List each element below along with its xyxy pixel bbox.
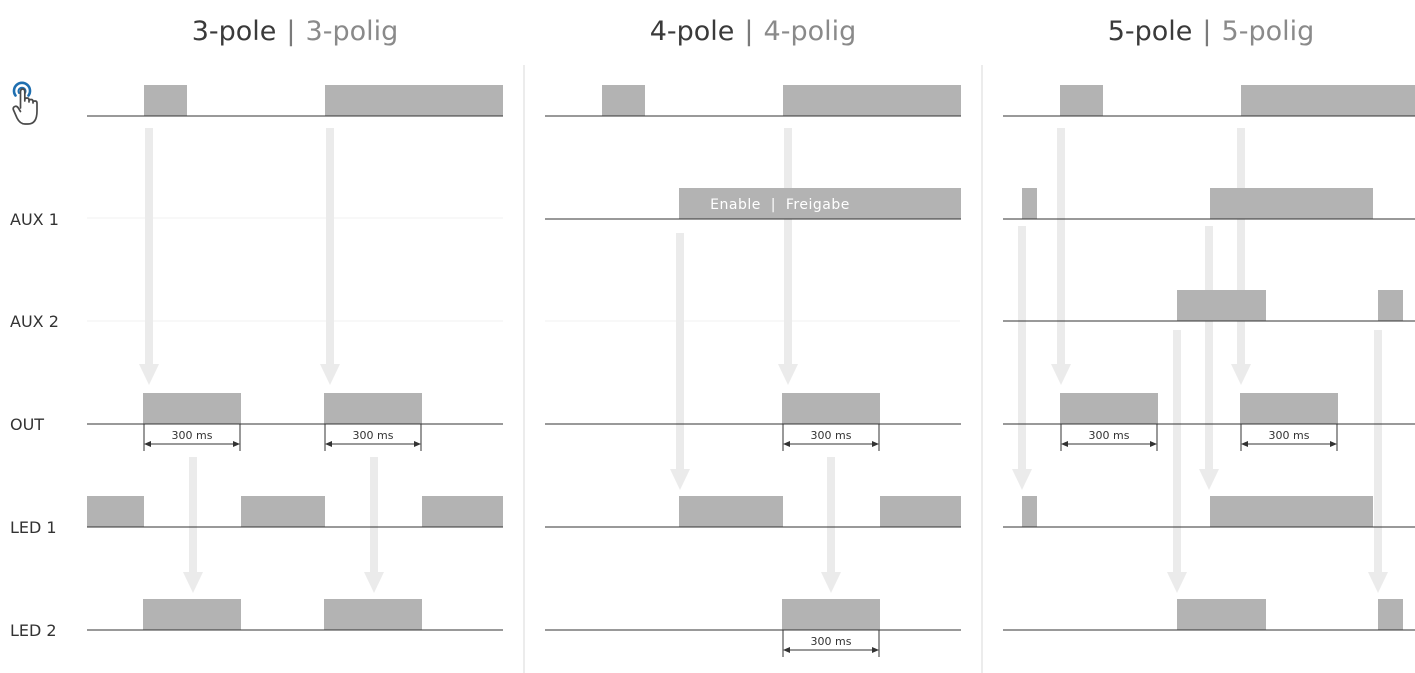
pulse	[1378, 599, 1403, 630]
duration-marker	[1060, 424, 1158, 451]
arrow	[1167, 330, 1187, 593]
pulse	[1241, 85, 1415, 116]
duration-label: 300 ms	[172, 429, 213, 442]
pulse	[1210, 188, 1373, 219]
duration-marker	[782, 424, 880, 451]
arrow	[778, 128, 798, 385]
duration-label: 300 ms	[1089, 429, 1130, 442]
arrow	[1012, 226, 1032, 490]
column-title-5-pole: 5-pole | 5-polig	[1108, 16, 1315, 47]
pulse	[1177, 599, 1266, 630]
enable-pulse	[679, 188, 961, 219]
pulse	[1378, 290, 1403, 321]
pulse	[241, 496, 325, 527]
duration-label: 300 ms	[353, 429, 394, 442]
pulse	[324, 393, 422, 424]
pulse	[143, 599, 241, 630]
row-label-out: OUT	[10, 415, 44, 434]
pulse	[143, 393, 241, 424]
duration-marker	[1240, 424, 1338, 451]
duration-label: 300 ms	[811, 635, 852, 648]
arrow	[670, 233, 690, 490]
arrow	[320, 128, 340, 385]
enable-label: Enable | Freigabe	[710, 197, 850, 213]
column-title-3-pole: 3-pole | 3-polig	[192, 16, 399, 47]
duration-label: 300 ms	[811, 429, 852, 442]
arrow	[821, 457, 841, 593]
arrow	[139, 128, 159, 385]
arrow	[1051, 128, 1071, 385]
pulse	[880, 496, 961, 527]
pulse	[1060, 393, 1158, 424]
row-label-aux2: AUX 2	[10, 312, 59, 331]
column-title-4-pole: 4-pole | 4-polig	[650, 16, 857, 47]
pulse	[1177, 290, 1266, 321]
arrow	[1368, 330, 1388, 593]
row-label-led2: LED 2	[10, 621, 57, 640]
pulse	[679, 496, 783, 527]
pulse	[1022, 188, 1037, 219]
pulse	[1240, 393, 1338, 424]
arrow	[1231, 128, 1251, 385]
duration-label: 300 ms	[1269, 429, 1310, 442]
pulse	[422, 496, 503, 527]
pulse	[1022, 496, 1037, 527]
signal-pulses	[87, 85, 1415, 630]
pulse	[1210, 496, 1373, 527]
pulse	[783, 85, 961, 116]
duration-marker	[782, 630, 880, 657]
pulse	[1060, 85, 1103, 116]
arrow	[1199, 226, 1219, 490]
baselines	[87, 115, 1415, 631]
duration-marker	[143, 424, 241, 451]
pulse	[602, 85, 645, 116]
duration-marker	[324, 424, 422, 451]
pulse	[324, 599, 422, 630]
pulse	[144, 85, 187, 116]
arrow	[183, 457, 203, 593]
row-label-aux1: AUX 1	[10, 210, 59, 229]
pulse	[87, 496, 144, 527]
pulse	[782, 599, 880, 630]
signal-arrows	[139, 128, 1388, 593]
touch-button-icon	[12, 81, 38, 125]
pulse	[325, 85, 503, 116]
row-label-led1: LED 1	[10, 518, 57, 537]
pulse	[782, 393, 880, 424]
arrow	[364, 457, 384, 593]
